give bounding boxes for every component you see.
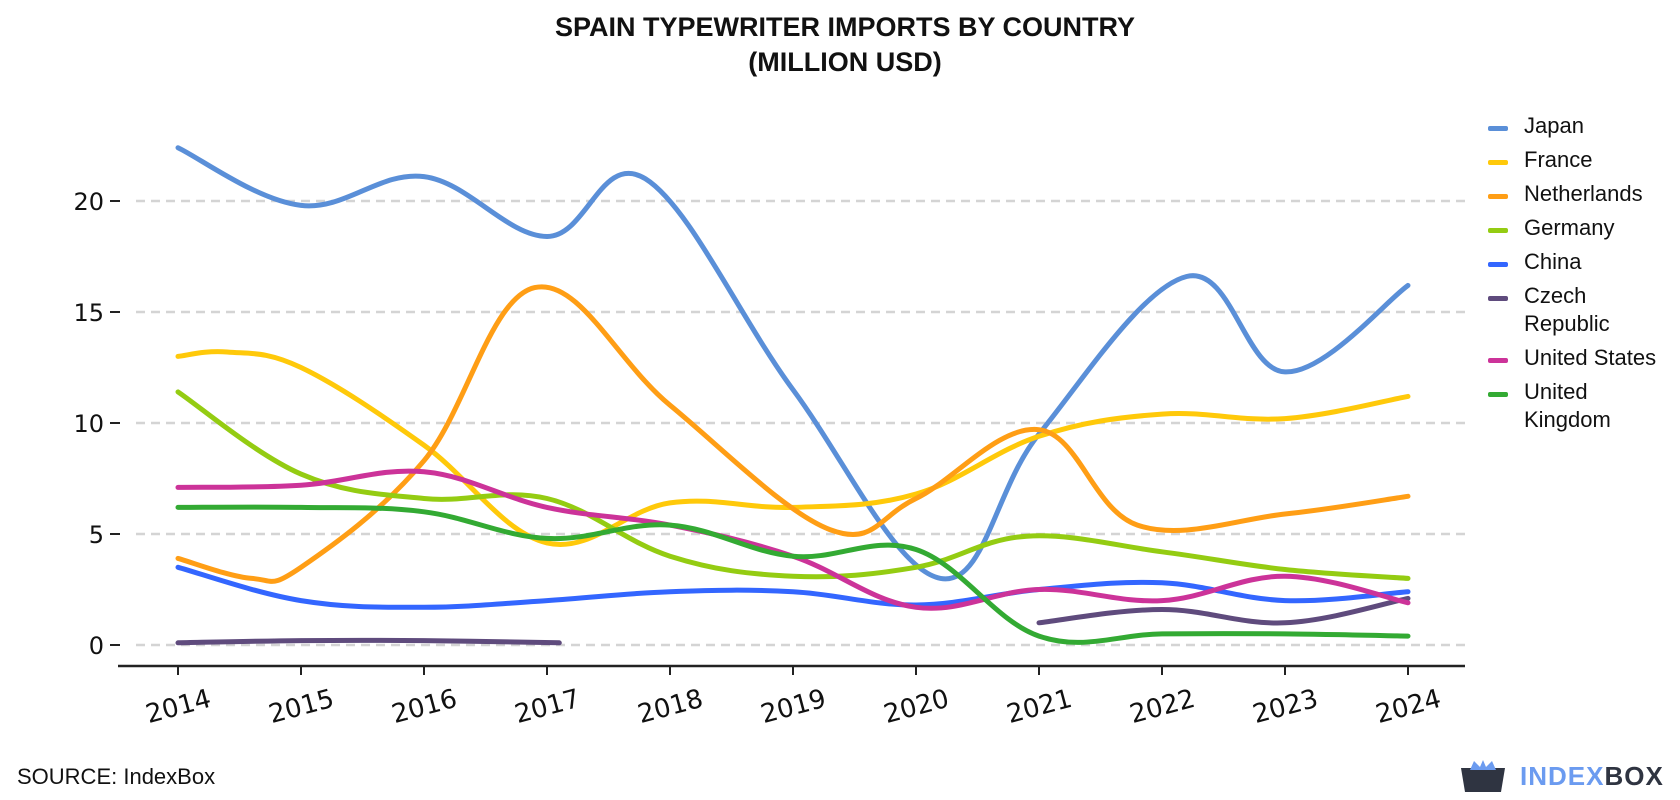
legend-swatch [1488,160,1508,165]
legend-item-china: China [1488,248,1680,276]
x-tick-label: 2022 [1127,684,1199,730]
legend-swatch [1488,228,1508,233]
legend-item-united-kingdom: United Kingdom [1488,378,1680,434]
x-tick-label: 2018 [635,684,707,730]
axes: 0 5 10 15 20 2014 2015 2016 2017 2018 2019 2020 2021… [73,188,1465,730]
legend-label: United Kingdom [1524,379,1611,432]
y-tick-label: 20 [73,188,104,216]
legend-swatch [1488,262,1508,267]
series-line-germany [175,389,1411,581]
series-line-czech-republic-seg1 [175,637,562,646]
legend-label: Netherlands [1524,181,1643,206]
series-lines [175,145,1411,646]
legend-swatch [1488,392,1508,397]
y-tick-label: 0 [89,632,104,660]
x-tick-label: 2015 [266,684,338,730]
legend: Japan France Netherlands Germany China Czech … [1488,112,1680,440]
legend-item-germany: Germany [1488,214,1680,242]
series-line-china [175,564,1411,610]
x-tick-label: 2023 [1250,684,1322,730]
brand-wordmark: INDEXBOX [1520,761,1664,792]
series-line-netherlands [175,284,1411,584]
indexbox-logo-icon [1461,760,1505,792]
legend-item-netherlands: Netherlands [1488,180,1680,208]
legend-swatch [1488,126,1508,131]
x-tick-label: 2020 [881,684,953,730]
chart-title-line2: (MILLION USD) [748,47,942,77]
x-tick-label: 2014 [143,684,215,730]
legend-label: Germany [1524,215,1615,240]
x-tick-label: 2017 [512,684,584,730]
y-tick-label: 5 [89,521,104,549]
legend-label: Japan [1524,113,1584,138]
brand-wordmark-part1: INDEX [1520,760,1605,791]
series-line-czech-republic-seg2 [1036,595,1411,626]
grid-lines [136,199,1465,647]
legend-label: United States [1524,345,1657,370]
series-line-japan [175,145,1411,582]
y-tick-label: 15 [73,299,104,327]
legend-item-united-states: United States [1488,344,1680,372]
legend-item-japan: Japan [1488,112,1680,140]
chart-title: SPAIN TYPEWRITER IMPORTS BY COUNTRY (MIL… [0,10,1680,80]
legend-item-czech-republic: Czech Republic [1488,282,1680,338]
brand-logo: INDEXBOX [1458,756,1664,796]
series-line-france [175,349,1411,547]
legend-swatch [1488,358,1508,363]
legend-label: China [1524,249,1582,274]
legend-item-france: France [1488,146,1680,174]
y-tick-label: 10 [73,410,104,438]
legend-label: Czech Republic [1524,283,1610,336]
legend-swatch [1488,296,1508,301]
x-tick-label: 2021 [1004,684,1076,730]
source-note: SOURCE: IndexBox [17,764,216,789]
x-tick-label: 2024 [1373,684,1445,730]
brand-wordmark-part2: BOX [1604,760,1664,791]
x-tick-label: 2016 [389,684,461,730]
legend-swatch [1488,194,1508,199]
x-tick-label: 2019 [758,684,830,730]
chart-title-line1: SPAIN TYPEWRITER IMPORTS BY COUNTRY [554,12,1136,42]
legend-label: France [1524,147,1593,172]
series-line-united-kingdom [175,504,1411,645]
